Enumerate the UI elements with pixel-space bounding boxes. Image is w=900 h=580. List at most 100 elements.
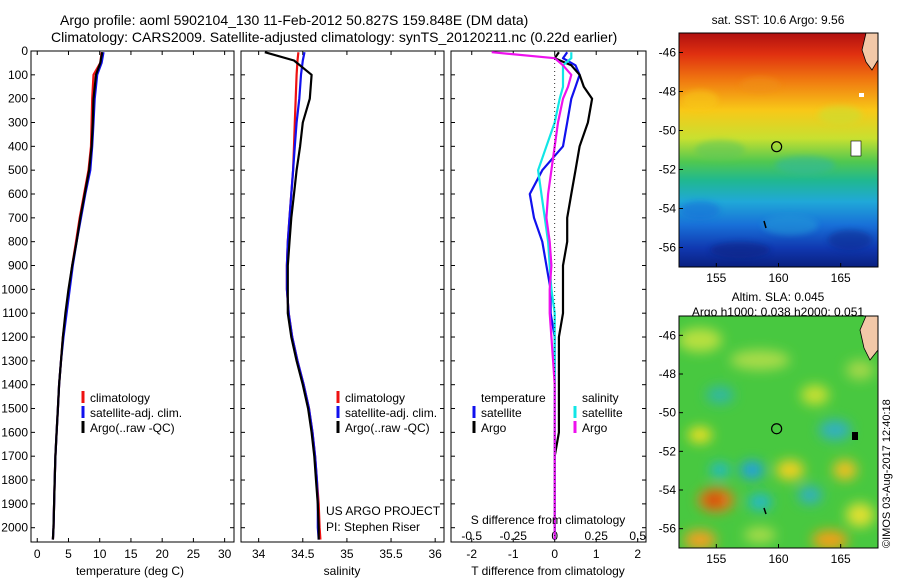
y-tick-label: 600 <box>8 187 28 201</box>
map-y-tick-label: -48 <box>659 367 677 381</box>
x-tick-label: 1 <box>593 547 600 561</box>
y-tick-label: 200 <box>8 92 28 106</box>
y-tick-label: 2000 <box>1 521 28 535</box>
y-tick-label: 700 <box>8 211 28 225</box>
map-y-tick-label: -46 <box>659 328 677 342</box>
map-y-tick-label: -46 <box>659 46 677 60</box>
map-y-tick-label: -52 <box>659 163 677 177</box>
pi-annotation: PI: Stephen Riser <box>326 520 420 534</box>
salinity-xlabel: salinity <box>324 564 361 578</box>
island <box>850 140 862 157</box>
island <box>852 432 858 440</box>
difference-legend: temperature satellite Argo salinity sate… <box>472 391 623 435</box>
x-tick-label: -2 <box>466 547 477 561</box>
map-x-tick-label: 165 <box>831 271 851 285</box>
y-tick-label: 0 <box>21 44 28 58</box>
coastline <box>861 33 878 71</box>
s-tick-label: 0.25 <box>585 529 609 543</box>
s-tick-label: -0.25 <box>500 529 528 543</box>
map-x-tick-label: 155 <box>706 552 726 566</box>
legend-label-argo: Argo(..raw -QC) <box>90 421 175 435</box>
legend-label-t-satellite: satellite <box>481 406 522 420</box>
x-tick-label: 2 <box>634 547 641 561</box>
map-y-tick-label: -50 <box>659 124 677 138</box>
sla-field <box>679 316 878 548</box>
x-tick-label: 15 <box>124 547 138 561</box>
temperature-xlabel: temperature (deg C) <box>76 564 184 578</box>
y-tick-label: 900 <box>8 259 28 273</box>
legend-label-satellite: satellite-adj. clim. <box>90 406 182 420</box>
coastline <box>859 316 878 361</box>
salinity-axes <box>240 50 445 543</box>
island <box>859 93 864 97</box>
island <box>763 507 767 515</box>
legend-label-argo: Argo(..raw -QC) <box>345 421 430 435</box>
map-y-tick-label: -50 <box>659 406 677 420</box>
y-tick-label: 800 <box>8 235 28 249</box>
legend-label-satellite: satellite-adj. clim. <box>345 406 437 420</box>
legend-label-s-satellite: satellite <box>582 406 623 420</box>
x-tick-label: 20 <box>155 547 169 561</box>
s-tick-label: -0.5 <box>461 529 482 543</box>
y-tick-label: 1800 <box>1 473 28 487</box>
map-y-tick-label: -56 <box>659 522 677 536</box>
x-tick-label: 0 <box>551 547 558 561</box>
figure-title-line2: Climatology: CARS2009. Satellite-adjuste… <box>51 29 618 45</box>
x-tick-label: 35.5 <box>379 547 403 561</box>
y-tick-label: 100 <box>8 68 28 82</box>
map-y-tick-label: -56 <box>659 241 677 255</box>
series-line-salinity-argo <box>491 51 573 540</box>
map-y-tick-label: -52 <box>659 444 677 458</box>
sst-field <box>679 33 878 267</box>
temperature-legend: climatology satellite-adj. clim. Argo(..… <box>81 391 182 435</box>
map-y-tick-label: -54 <box>659 483 677 497</box>
y-tick-label: 1900 <box>1 497 28 511</box>
y-tick-label: 500 <box>8 163 28 177</box>
figure-title-line1: Argo profile: aoml 5902104_130 11-Feb-20… <box>60 12 529 28</box>
x-tick-label: 36 <box>428 547 442 561</box>
island <box>763 220 767 229</box>
difference-axes <box>450 50 647 543</box>
s-tick-label: 0.5 <box>629 529 646 543</box>
map-y-tick-label: -48 <box>659 85 677 99</box>
y-tick-label: 1700 <box>1 449 28 463</box>
legend-label-climatology: climatology <box>90 391 150 405</box>
legend-title-salinity: salinity <box>582 391 619 405</box>
x-tick-label: 34 <box>252 547 266 561</box>
imos-credit: ©IMOS 03-Aug-2017 12:40:18 <box>881 399 893 548</box>
y-tick-label: 400 <box>8 139 28 153</box>
map-x-tick-label: 165 <box>831 552 851 566</box>
legend-title-temperature: temperature <box>481 391 546 405</box>
salinity-legend: climatology satellite-adj. clim. Argo(..… <box>336 391 437 435</box>
s-difference-label: S difference from climatology <box>471 513 626 527</box>
map-x-tick-label: 160 <box>768 271 788 285</box>
argo-float-marker <box>771 423 783 435</box>
x-tick-label: -1 <box>508 547 519 561</box>
legend-label-t-argo: Argo <box>481 421 507 435</box>
y-tick-label: 1600 <box>1 425 28 439</box>
y-tick-label: 1000 <box>1 282 28 296</box>
temperature-axes <box>30 50 235 543</box>
x-tick-label: 10 <box>93 547 107 561</box>
series-line-argo-raw-qc- <box>264 51 320 540</box>
x-tick-label: 35 <box>340 547 354 561</box>
legend-label-climatology: climatology <box>345 391 405 405</box>
series-line-argo-raw-qc- <box>51 52 104 540</box>
y-tick-label: 1500 <box>1 402 28 416</box>
legend-label-s-argo: Argo <box>582 421 608 435</box>
t-difference-xlabel: T difference from climatology <box>471 564 625 578</box>
x-tick-label: 25 <box>187 547 201 561</box>
map-x-tick-label: 160 <box>768 552 788 566</box>
y-tick-label: 300 <box>8 116 28 130</box>
x-tick-label: 5 <box>65 547 72 561</box>
map-y-tick-label: -54 <box>659 202 677 216</box>
sla-map-title1: Altim. SLA: 0.045 <box>732 290 825 304</box>
y-tick-label: 1100 <box>2 306 28 320</box>
sst-map-title: sat. SST: 10.6 Argo: 9.56 <box>712 13 845 27</box>
y-tick-label: 1200 <box>1 330 28 344</box>
project-annotation: US ARGO PROJECT <box>326 504 441 518</box>
map-x-tick-label: 155 <box>706 271 726 285</box>
x-tick-label: 0 <box>34 547 41 561</box>
x-tick-label: 34.5 <box>291 547 315 561</box>
